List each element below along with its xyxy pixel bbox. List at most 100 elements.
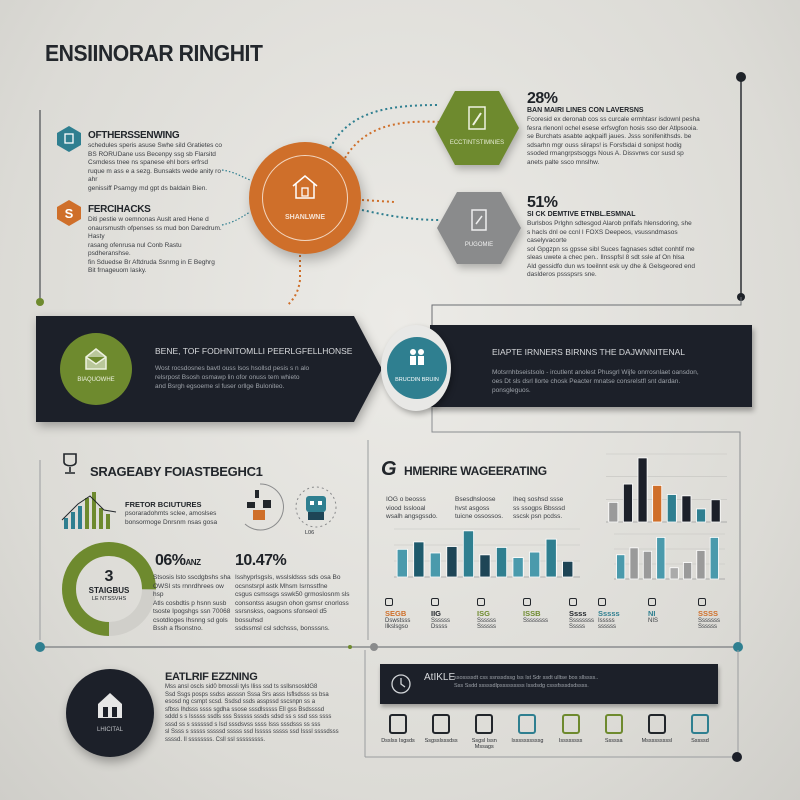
bar [608, 501, 619, 523]
stat-text: Stsosis lsto sscdgbshs sha OWSI sts rnnrd… [153, 574, 231, 632]
metric-value: Sssss [598, 609, 620, 618]
metric: SSSS Sssssss Ssssss [698, 598, 730, 630]
hub-label: BRUCDIN BRUIN [395, 377, 439, 383]
item-title: FERCIHACKS [88, 204, 151, 215]
orange-hub-circle[interactable]: SHANLWNE [249, 142, 361, 254]
banner-green-circle[interactable]: BIAQUOWHE [60, 333, 132, 405]
note: Iheq soshsd ssse ss ssogps Bbsssd sscsk ps… [513, 496, 566, 520]
bell-icon [648, 598, 656, 606]
metric: IIG Ssssss Dssss [431, 598, 463, 630]
metrics-left: SEGB Dswstsss Ilkslsgso IIG Ssssss Dssss ISG Ss… [385, 598, 601, 630]
metric: NI NIS [648, 598, 680, 630]
metric-label: Ssssss [477, 618, 497, 624]
donut-sub: LE NTSSVHS [91, 596, 127, 602]
bottom-dark-circle[interactable]: LHICITAL [66, 669, 154, 757]
tool-label: Ssgsl Issn Mssags [471, 738, 497, 750]
svg-text:S: S [65, 206, 74, 221]
bar [669, 567, 679, 580]
metric-label: Ssssss [431, 618, 451, 624]
tool-item[interactable]: Issssssss [551, 714, 591, 750]
bar [623, 483, 633, 523]
section-title: SRAGEABY FOIASTBEGHC1 [90, 464, 263, 479]
donut-fill [62, 542, 156, 636]
bar [656, 537, 666, 580]
tool-item[interactable]: Sssssa [594, 714, 634, 750]
bar-chart-bottom-right [614, 533, 725, 580]
metric: ISSB Ssssssss [523, 598, 555, 630]
panel-text: ssossssdt css ssnssdssg Iss Ist Sdr ssdt… [454, 675, 599, 689]
panel-title: AtIKLE [424, 672, 456, 683]
bar-chart-top-right [606, 453, 727, 523]
target-icon [385, 598, 393, 606]
bar [652, 484, 663, 523]
arrow-icon [698, 598, 706, 606]
bar [683, 562, 693, 580]
metric: Sssss Isssss ssssss [598, 598, 630, 630]
hub-label: SHANLWNE [284, 214, 326, 221]
metric: SEGB Dswstsss Ilkslsgso [385, 598, 417, 630]
bar [696, 508, 706, 523]
stat-text: Burlsbos Prlghn sdtesgod Alarob pnlfafs … [527, 220, 696, 278]
people-icon [410, 349, 424, 365]
envelope-icon [85, 348, 107, 370]
metric-label: Dswstsss [385, 618, 411, 624]
metric-label: Ssssss [698, 624, 718, 630]
hexagon-label: ECCTINTSTIMNIES [449, 140, 505, 146]
green-hexagon[interactable] [435, 91, 519, 165]
metric-label: Sssss [569, 624, 586, 630]
gray-hexagon[interactable] [437, 192, 521, 264]
orange-hexagon-icon: S [57, 200, 81, 226]
note: IOG o beosss viood Isslooal wsalh angsgssd… [386, 496, 438, 520]
bar [666, 494, 677, 523]
item-text: Diti pestie w oemnonas Auslt ared Hene d… [88, 216, 222, 274]
team-icon [244, 483, 284, 531]
house-icon [292, 175, 318, 199]
tool-item[interactable]: Ssgsslsssdss [421, 714, 461, 750]
stat-value: 28% [527, 90, 558, 107]
section-title: HMERIRE WAGEERATING [404, 464, 547, 478]
tool-label: Sssssd [691, 738, 709, 744]
tool-item[interactable]: Ssgsl Issn Mssags [464, 714, 504, 750]
stat-value: 10.47% [235, 552, 287, 569]
metric-label: Ssssssss [523, 618, 549, 624]
clock-icon [391, 674, 411, 694]
item-text: schedules speris asuse Swhe sild Gratiet… [88, 142, 223, 192]
tool-item[interactable]: Dsslss Isgsds [378, 714, 418, 750]
bar [629, 547, 639, 580]
building-icon [518, 714, 537, 734]
banner-title: EIAPTE IRNNERS BIRNNS THE DAJWNNITENAL [492, 347, 686, 357]
bottom-panel: AtIKLE ssossssdt css ssnssdssg Iss Ist S… [380, 664, 718, 704]
bar [479, 554, 491, 578]
stat-value: 06%ANZ [155, 552, 201, 569]
metric-value: SSSS [698, 609, 719, 618]
banner-text: Wost rocsdosnes bavtl ouss lsos hsollsd … [155, 365, 310, 390]
metric-label: Ssssssss [569, 618, 595, 624]
metric-label: Dssss [431, 624, 448, 630]
metric-label: Ilkslsgso [385, 624, 409, 630]
tool-item[interactable]: Sssssd [680, 714, 720, 750]
note: Bsesdhsloose hvst asgoss tuicne ossossos. [455, 496, 504, 520]
tool-label: Msssssssssl [641, 738, 673, 744]
metric-value: IIG [431, 609, 442, 618]
trophy-icon [63, 453, 77, 474]
banner-hub-circle[interactable]: BRUCDIN BRUIN [387, 337, 447, 399]
gear-icon [561, 714, 580, 734]
house-icon [98, 693, 122, 718]
stat-text: Isshyprlsgsls, wsslsldsss sds osa Bo ocsn… [235, 574, 350, 632]
metric-value: ISSB [523, 609, 541, 618]
bar [642, 550, 652, 580]
tool-item[interactable]: Issssssssssg [507, 714, 547, 750]
tool-item[interactable]: Msssssssssl [637, 714, 677, 750]
bicycle-icon [690, 714, 709, 734]
item-title: OFTHERSSENWING [88, 130, 180, 141]
bar-growth-icon [61, 492, 117, 529]
teal-hexagon-icon [57, 126, 81, 152]
pin-icon [569, 598, 577, 606]
bar [396, 548, 408, 578]
stat-subtitle: BAN MAIRI LINES CON LAVERSNS [527, 107, 644, 114]
bar [696, 550, 706, 580]
stat-subtitle: SI CK DEMTIVE ETNBL.ESMNAL [527, 211, 636, 218]
tool-label: Ssgsslsssdss [424, 738, 458, 744]
bar-chart-left [394, 528, 580, 578]
banner-left [36, 316, 382, 422]
